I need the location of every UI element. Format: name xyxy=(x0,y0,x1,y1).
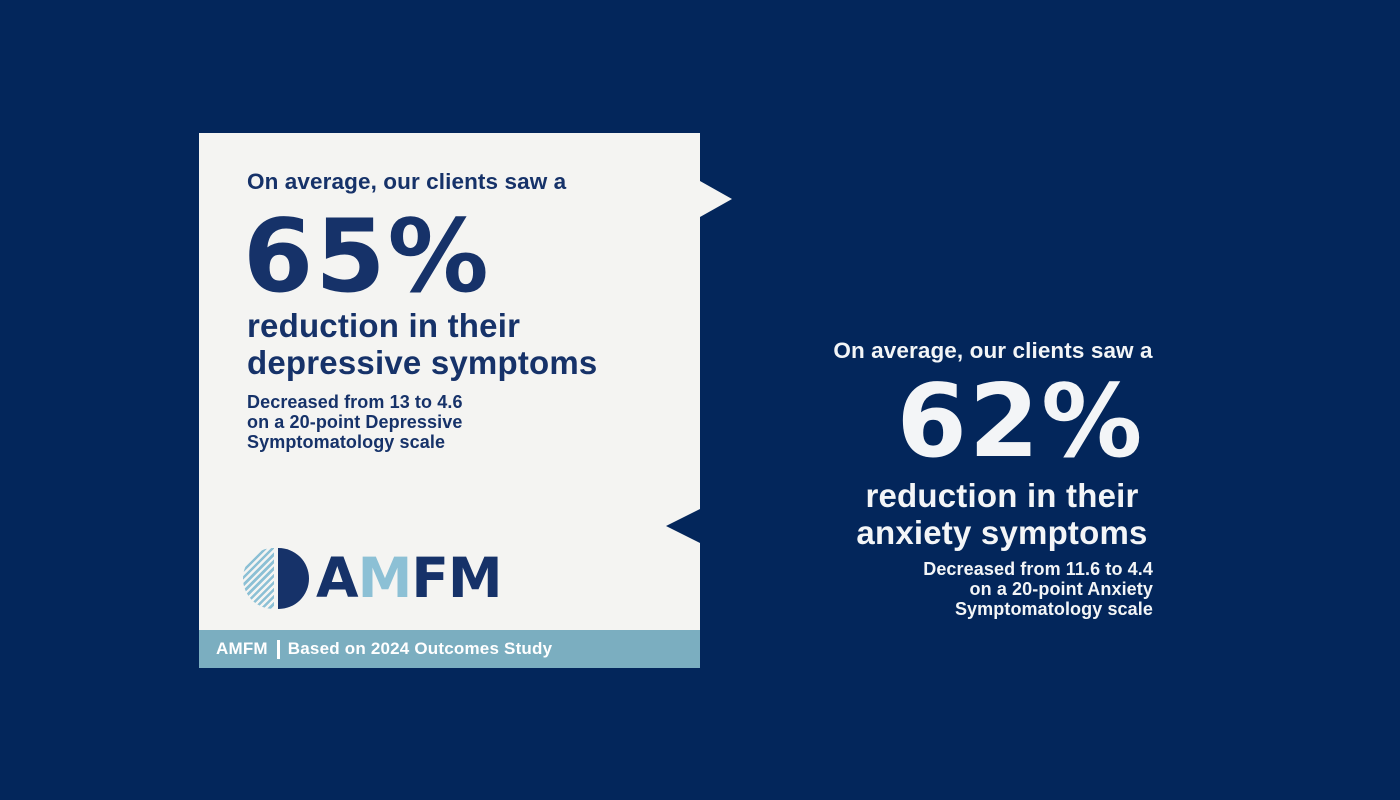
depression-subtext-line3: Symptomatology scale xyxy=(247,432,446,452)
footer-note: Based on 2024 Outcomes Study xyxy=(287,639,553,658)
card-heading: On average, our clients saw a xyxy=(247,169,567,194)
depression-stat-card: On average, our clients saw a 65% reduct… xyxy=(199,133,700,668)
depression-headline: reduction in their depressive symptoms xyxy=(247,307,597,381)
footer-brand: AMFM xyxy=(216,639,268,658)
depression-headline-line2: depressive symptoms xyxy=(247,344,598,381)
panel-heading: On average, our clients saw a xyxy=(833,338,1153,363)
amfm-logo-mark-icon xyxy=(243,548,309,609)
amfm-logo: AMFM xyxy=(243,546,503,610)
anxiety-from-value: 11.6 xyxy=(1065,559,1101,579)
depression-subtext-line1: Decreased from 13 to 4.6 xyxy=(247,392,463,412)
depression-stat-value: 65% xyxy=(243,197,491,315)
anxiety-stat-value: 62% xyxy=(896,362,1145,480)
anxiety-to-value: 4.4 xyxy=(1127,559,1153,579)
depression-subtext: Decreased from 13 to 4.6 on a 20-point D… xyxy=(247,392,463,452)
amfm-wordmark: AMFM xyxy=(316,546,503,610)
anxiety-subtext-line2: on a 20-point Anxiety xyxy=(969,579,1153,599)
logo-solid-half-circle xyxy=(278,548,309,609)
depression-from-value: 13 xyxy=(389,392,410,412)
anxiety-subtext-line1: Decreased from 11.6 to 4.4 xyxy=(923,559,1153,579)
anxiety-headline-line1: reduction in their xyxy=(865,477,1139,514)
footer-separator xyxy=(276,639,280,659)
logo-gap xyxy=(274,548,278,609)
depression-headline-line1: reduction in their xyxy=(247,307,521,344)
depression-to-value: 4.6 xyxy=(437,392,463,412)
footer-attribution-bar: AMFM Based on 2024 Outcomes Study xyxy=(199,630,700,668)
anxiety-stat-panel: On average, our clients saw a 62% reduct… xyxy=(833,337,1153,627)
anxiety-subtext-line3: Symptomatology scale xyxy=(954,599,1153,619)
anxiety-subtext: Decreased from 11.6 to 4.4 on a 20-point… xyxy=(923,559,1153,619)
depression-subtext-line2: on a 20-point Depressive xyxy=(247,412,463,432)
anxiety-headline-line2: anxiety symptoms xyxy=(856,514,1148,551)
card-pointer-right-icon xyxy=(700,181,732,217)
logo-striped-half-circle xyxy=(243,548,274,609)
anxiety-headline: reduction in their anxiety symptoms xyxy=(833,477,1153,551)
